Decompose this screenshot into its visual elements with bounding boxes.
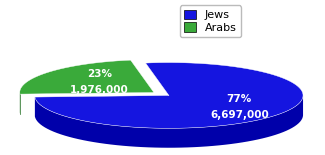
Legend: Jews, Arabs: Jews, Arabs bbox=[180, 5, 241, 37]
Text: 1,976,000: 1,976,000 bbox=[70, 85, 129, 95]
Polygon shape bbox=[20, 60, 154, 94]
Text: 6,697,000: 6,697,000 bbox=[210, 110, 269, 120]
Polygon shape bbox=[35, 63, 303, 128]
Text: 23%: 23% bbox=[87, 69, 112, 79]
Polygon shape bbox=[35, 96, 303, 148]
Text: 77%: 77% bbox=[227, 94, 252, 104]
